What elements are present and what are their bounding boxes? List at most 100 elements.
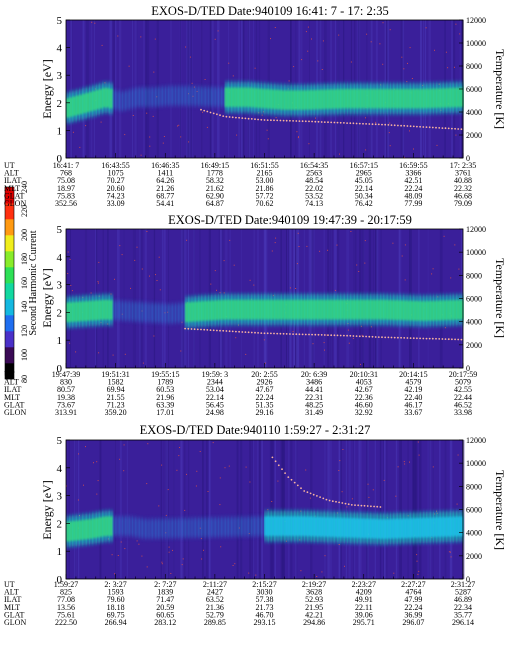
panel-2-ylabel: Energy [eV] [40, 268, 54, 327]
noise-dot [297, 232, 299, 234]
band-segment [155, 519, 160, 539]
band-core [238, 87, 242, 107]
temperature-trace-point [273, 332, 275, 335]
band-core [300, 90, 305, 110]
temperature-trace-point [431, 337, 434, 340]
band-segment [238, 517, 242, 537]
ephemeris-cell: 35.77 [454, 610, 472, 619]
ephemeris-cell: 74.23 [107, 191, 125, 200]
temperature-trace-point [203, 328, 206, 331]
noise-dot [79, 146, 81, 148]
noise-streak [99, 440, 102, 579]
noise-dot [379, 43, 381, 45]
band-segment [158, 87, 163, 107]
band-core [218, 300, 223, 320]
noise-dot [382, 22, 384, 24]
noise-dot [111, 554, 113, 556]
temperature-trace-point [444, 338, 447, 340]
band-segment [224, 517, 229, 537]
colorbar-tick-label: 120 [20, 325, 29, 337]
noise-streak [126, 440, 129, 579]
temperature-trace-point [374, 123, 377, 126]
noise-dot [158, 505, 160, 507]
temperature-trace-point [292, 120, 294, 122]
noise-dot [210, 283, 212, 285]
band-core [327, 89, 332, 109]
band-core [307, 516, 312, 537]
band-core [360, 299, 365, 320]
band-core [277, 90, 282, 110]
noise-dot [271, 250, 273, 252]
band-core [410, 300, 414, 321]
noise-streak [413, 440, 416, 579]
noise-dot [149, 145, 151, 147]
band-segment [158, 518, 163, 539]
temperature-trace-point [403, 337, 406, 339]
band-core [413, 89, 418, 109]
temperature-trace-point [323, 121, 326, 123]
band-core [340, 517, 345, 538]
band-core [377, 299, 381, 320]
noise-streak [209, 440, 211, 579]
noise-dot [455, 134, 457, 136]
noise-dot [450, 551, 451, 553]
noise-streak [144, 229, 147, 368]
ephemeris-cell: 1:59:27 [54, 580, 78, 589]
band-core [92, 518, 97, 538]
noise-dot [120, 541, 122, 543]
noise-dot [274, 27, 276, 28]
temperature-trace-point [457, 338, 460, 341]
temperature-trace-point [454, 127, 456, 130]
noise-dot [456, 503, 458, 505]
band-segment [165, 518, 170, 539]
noise-dot [149, 275, 150, 277]
band-segment [125, 516, 130, 536]
noise-dot [401, 56, 403, 58]
band-core [297, 90, 302, 110]
noise-dot [138, 543, 140, 545]
ephemeris-cell: 2:19:27 [302, 580, 326, 589]
temperature-trace-point [422, 126, 425, 128]
temperature-trace-point [260, 118, 263, 121]
noise-dot [288, 80, 290, 82]
noise-dot [321, 69, 323, 70]
noise-dot [416, 554, 418, 556]
noise-dot [168, 546, 170, 548]
band-segment [138, 518, 143, 538]
band-core [396, 89, 401, 109]
y2-tick-label: 4000 [466, 529, 482, 538]
noise-streak [165, 440, 168, 579]
y2-tick-label: 0 [466, 575, 470, 584]
noise-dot [411, 78, 413, 79]
ephemeris-cell: 70.27 [107, 176, 125, 185]
noise-dot [298, 136, 299, 138]
noise-dot [308, 143, 310, 145]
band-core [317, 517, 322, 537]
noise-dot [85, 446, 86, 448]
noise-dot [146, 566, 148, 568]
ephemeris-cell: 57.72 [256, 191, 274, 200]
noise-dot [293, 66, 295, 68]
ephemeris-row-label: UT [4, 580, 15, 589]
noise-dot [199, 451, 201, 452]
noise-dot [228, 62, 230, 64]
temperature-trace-point [336, 121, 339, 124]
ephemeris-cell: 313.91 [55, 408, 77, 417]
noise-dot [98, 261, 100, 263]
noise-dot [72, 131, 74, 133]
temperature-trace-point [352, 335, 355, 337]
ephemeris-cell: 222.50 [55, 618, 77, 627]
ephemeris-cell: 22.36 [355, 393, 373, 402]
band-segment [145, 87, 150, 107]
temperature-trace-point [330, 334, 333, 337]
temperature-trace-point [460, 128, 463, 131]
band-segment [191, 518, 196, 538]
colorbar-swatch [5, 299, 14, 316]
noise-dot [274, 242, 276, 244]
noise-dot [305, 31, 307, 33]
band-core [85, 519, 90, 539]
noise-dot [358, 271, 360, 272]
temperature-trace-point [447, 127, 450, 130]
noise-streak [290, 440, 293, 579]
noise-dot [162, 142, 164, 144]
